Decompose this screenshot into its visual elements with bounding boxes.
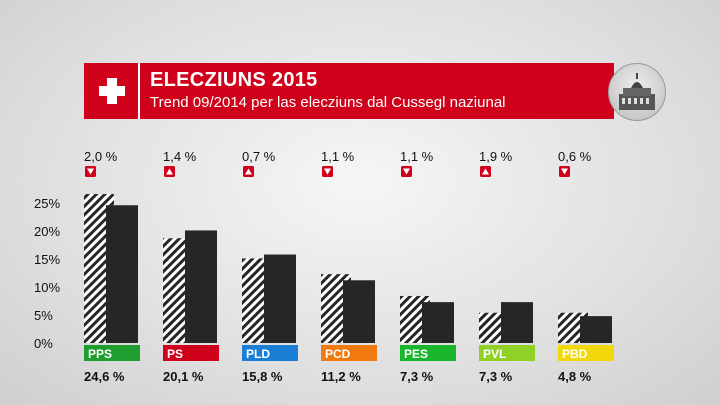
value-label: 24,6 % bbox=[84, 369, 125, 384]
party-label: PES bbox=[404, 347, 428, 361]
swiss-cross-icon bbox=[84, 63, 140, 119]
y-tick-label: 10% bbox=[34, 280, 60, 295]
trend-arrow-glyph bbox=[245, 168, 252, 175]
change-label: 1,1 % bbox=[400, 149, 434, 164]
value-label: 7,3 % bbox=[400, 369, 434, 384]
bar-current bbox=[580, 316, 612, 343]
bar-current bbox=[264, 254, 296, 343]
party-label: PCD bbox=[325, 347, 351, 361]
party-label: PVL bbox=[483, 347, 506, 361]
trend-arrow-glyph bbox=[166, 168, 173, 175]
y-tick-label: 15% bbox=[34, 252, 60, 267]
change-label: 2,0 % bbox=[84, 149, 118, 164]
trend-arrow-glyph bbox=[482, 168, 489, 175]
trend-arrow-glyph bbox=[87, 168, 94, 175]
y-tick-label: 5% bbox=[34, 308, 53, 323]
y-tick-label: 25% bbox=[34, 196, 60, 211]
party-label-box bbox=[558, 345, 614, 361]
chart-title: ELECZIUNS 2015 bbox=[150, 69, 318, 91]
party-label-box bbox=[400, 345, 456, 361]
party-label: PBD bbox=[562, 347, 588, 361]
value-label: 20,1 % bbox=[163, 369, 204, 384]
party-label-box bbox=[321, 345, 377, 361]
bar-current bbox=[343, 280, 375, 343]
bar-current bbox=[106, 205, 138, 343]
parliament-building-logo-icon bbox=[608, 63, 666, 121]
y-tick-label: 20% bbox=[34, 224, 60, 239]
party-label-box bbox=[479, 345, 535, 361]
party-label-box bbox=[163, 345, 219, 361]
party-label-box bbox=[242, 345, 298, 361]
value-label: 7,3 % bbox=[479, 369, 513, 384]
change-label: 1,9 % bbox=[479, 149, 513, 164]
change-label: 0,6 % bbox=[558, 149, 592, 164]
trend-arrow-glyph bbox=[561, 168, 568, 175]
party-label: PPS bbox=[88, 347, 112, 361]
party-label: PLD bbox=[246, 347, 270, 361]
trend-arrow-glyph bbox=[403, 168, 410, 175]
chart-subtitle: Trend 09/2014 per las elecziuns dal Cuss… bbox=[150, 94, 506, 111]
change-label: 1,1 % bbox=[321, 149, 355, 164]
value-label: 15,8 % bbox=[242, 369, 283, 384]
value-label: 11,2 % bbox=[321, 369, 361, 384]
change-label: 0,7 % bbox=[242, 149, 276, 164]
bar-current bbox=[501, 302, 533, 343]
header-banner: ELECZIUNS 2015 Trend 09/2014 per las ele… bbox=[84, 63, 614, 119]
trend-arrow-glyph bbox=[324, 168, 331, 175]
value-label: 4,8 % bbox=[558, 369, 592, 384]
party-label-box bbox=[84, 345, 140, 361]
bar-current bbox=[422, 302, 454, 343]
bar-current bbox=[185, 230, 217, 343]
y-tick-label: 0% bbox=[34, 336, 53, 351]
party-label: PS bbox=[167, 347, 183, 361]
change-label: 1,4 % bbox=[163, 149, 197, 164]
